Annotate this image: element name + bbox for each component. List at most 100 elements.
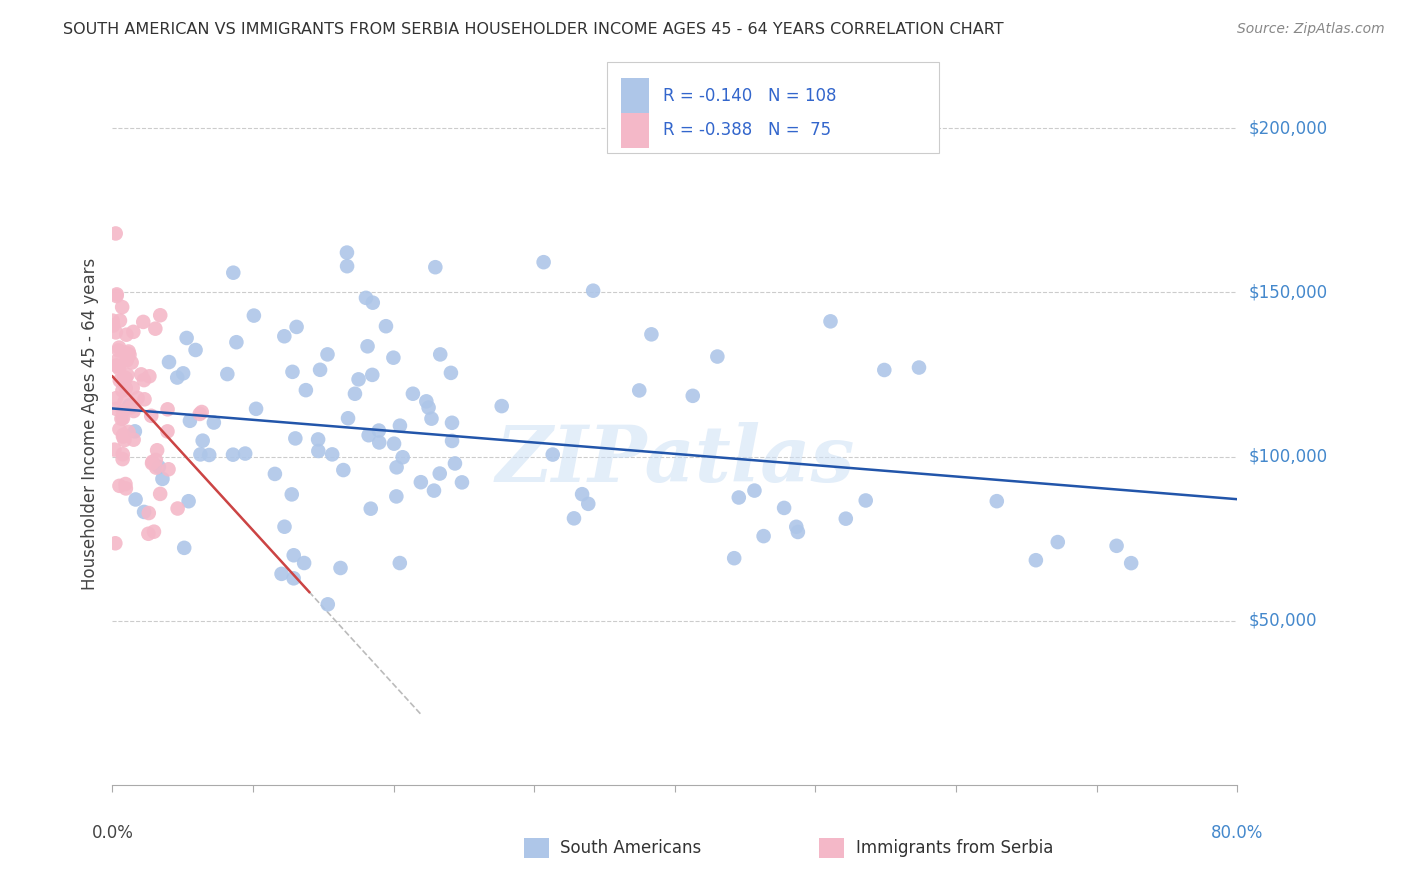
Point (117, 368, 139, 382)
Point (112, 370, 135, 384)
Point (111, 429, 134, 443)
Point (273, 519, 295, 533)
Point (146, 443, 169, 458)
Text: R = -0.388   N =  75: R = -0.388 N = 75 (662, 121, 831, 139)
Point (143, 321, 166, 335)
Point (141, 456, 163, 470)
Point (908, 360, 931, 375)
Point (127, 391, 149, 405)
Point (786, 524, 808, 539)
Point (101, 313, 124, 327)
Point (117, 347, 139, 361)
Point (191, 434, 214, 448)
Point (117, 344, 139, 359)
Point (451, 475, 474, 490)
Point (108, 361, 131, 376)
Point (118, 398, 141, 412)
Point (108, 479, 131, 493)
Point (111, 411, 134, 425)
Point (367, 424, 389, 438)
Point (382, 436, 405, 450)
Point (105, 287, 128, 301)
Point (418, 401, 440, 415)
Point (108, 422, 131, 436)
Point (361, 368, 384, 382)
Point (108, 313, 131, 327)
Point (415, 394, 437, 409)
Point (354, 291, 377, 305)
Point (429, 467, 451, 481)
Point (156, 402, 179, 417)
Text: Source: ZipAtlas.com: Source: ZipAtlas.com (1237, 22, 1385, 37)
Point (682, 389, 704, 403)
Point (440, 416, 463, 430)
Point (124, 492, 146, 507)
Point (105, 354, 128, 368)
Point (122, 325, 145, 339)
Point (115, 346, 138, 360)
Point (177, 494, 200, 508)
Point (245, 401, 267, 416)
Point (132, 315, 155, 329)
Point (114, 381, 136, 395)
Point (1046, 535, 1069, 549)
Text: SOUTH AMERICAN VS IMMIGRANTS FROM SERBIA HOUSEHOLDER INCOME AGES 45 - 64 YEARS C: SOUTH AMERICAN VS IMMIGRANTS FROM SERBIA… (63, 22, 1004, 37)
Point (270, 566, 292, 581)
Point (385, 460, 408, 475)
Point (357, 428, 380, 442)
Point (382, 351, 405, 365)
Point (108, 374, 131, 388)
Point (217, 367, 239, 381)
Point (111, 384, 134, 398)
Point (202, 416, 225, 430)
Point (184, 343, 207, 357)
Point (283, 548, 305, 562)
Point (179, 414, 201, 428)
Point (316, 598, 339, 612)
Point (281, 365, 304, 379)
Point (423, 483, 446, 498)
Point (541, 448, 564, 462)
Point (820, 314, 842, 328)
Point (285, 319, 308, 334)
Point (117, 425, 139, 439)
Point (114, 394, 136, 409)
Point (124, 425, 146, 439)
Point (332, 463, 354, 477)
Text: South Americans: South Americans (560, 839, 702, 857)
Point (329, 561, 352, 575)
Point (148, 460, 170, 475)
Point (190, 447, 212, 461)
Point (111, 404, 134, 418)
Point (108, 341, 131, 355)
Point (855, 493, 877, 508)
Point (112, 428, 135, 442)
Point (873, 363, 896, 377)
Text: Immigrants from Serbia: Immigrants from Serbia (855, 839, 1053, 857)
Point (141, 409, 163, 423)
Point (105, 401, 128, 416)
Point (222, 266, 245, 280)
Point (336, 259, 359, 273)
Point (986, 494, 1008, 508)
Point (173, 541, 195, 555)
Point (198, 448, 221, 462)
Point (114, 477, 136, 491)
Point (347, 372, 370, 386)
Point (115, 353, 138, 368)
Text: $200,000: $200,000 (1249, 120, 1327, 137)
Point (138, 526, 160, 541)
Point (576, 497, 599, 511)
Point (138, 506, 160, 520)
Point (166, 501, 188, 516)
Point (360, 501, 382, 516)
Point (429, 347, 451, 361)
Point (375, 319, 398, 334)
Point (149, 308, 172, 322)
Point (115, 327, 138, 342)
Point (281, 487, 304, 501)
Point (132, 505, 155, 519)
Point (337, 411, 360, 425)
Point (307, 433, 329, 447)
Point (190, 405, 212, 419)
